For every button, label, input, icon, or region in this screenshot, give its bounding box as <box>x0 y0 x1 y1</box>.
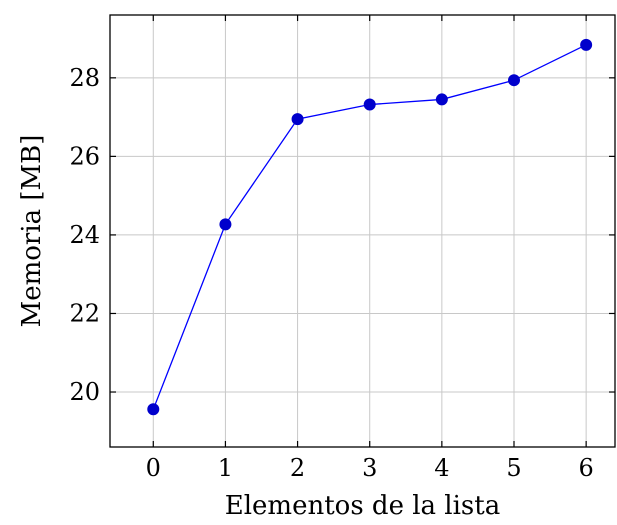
y-tick-label: 24 <box>69 221 100 249</box>
grid <box>110 15 615 447</box>
data-point <box>435 93 448 106</box>
y-tick-label: 22 <box>69 299 100 327</box>
x-axis-label: Elementos de la lista <box>225 491 500 521</box>
x-tick-label: 2 <box>290 454 305 482</box>
data-point <box>580 38 593 51</box>
data-point <box>147 403 160 416</box>
data-point <box>508 74 520 87</box>
y-tick-label: 26 <box>69 142 100 170</box>
x-tick-label: 6 <box>579 454 594 482</box>
y-tick-label: 28 <box>69 64 100 92</box>
x-tick-label: 5 <box>506 454 521 482</box>
x-tick-label: 3 <box>362 454 377 482</box>
data-point <box>219 218 232 231</box>
series <box>147 38 593 416</box>
plot-frame <box>109 14 616 448</box>
data-point <box>291 113 304 126</box>
y-tick-label: 20 <box>69 378 100 406</box>
data-point <box>363 98 376 111</box>
x-tick-label: 4 <box>434 454 449 482</box>
y-axis-label: Memoria [MB] <box>17 135 47 328</box>
x-tick-label: 1 <box>218 454 233 482</box>
ticks: 0 1 2 3 4 5 6 20 22 24 26 28 <box>69 15 615 482</box>
x-tick-label: 0 <box>146 454 161 482</box>
